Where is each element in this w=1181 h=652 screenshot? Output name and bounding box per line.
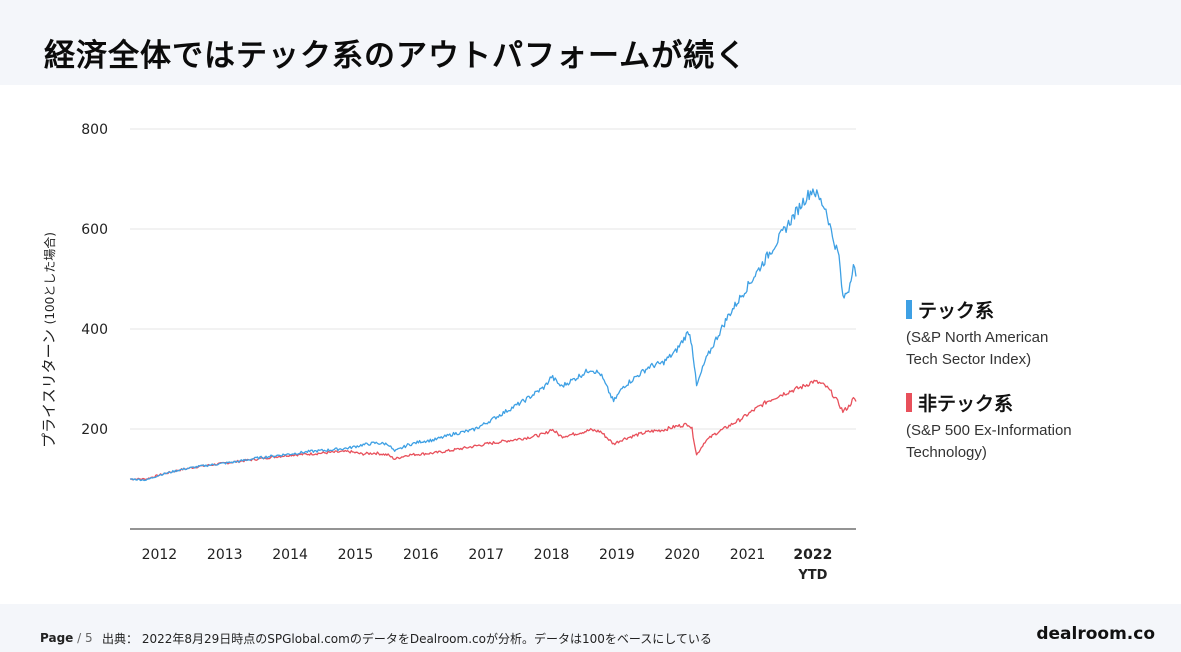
legend-non-tech-desc-2: Technology)	[906, 444, 987, 461]
y-axis-label-note: (100とした場合)	[42, 232, 57, 324]
page-number: 5	[85, 631, 93, 645]
x-tick-label: 2021	[730, 547, 766, 563]
page-title: 経済全体ではテック系のアウトパフォームが続く	[44, 38, 748, 74]
y-axis-label: プライスリターン (100とした場合)	[40, 232, 58, 448]
brand-logo: dealroom.co	[1036, 624, 1155, 644]
legend-tech: テック系 (S&P North American Tech Sector Inde…	[906, 296, 1048, 371]
y-tick-label: 800	[81, 122, 108, 138]
series-lines	[129, 188, 857, 482]
x-tick-label: 2022	[793, 547, 832, 563]
legend-swatch-non-tech	[906, 393, 912, 412]
legend-non-tech-name: 非テック系	[918, 393, 1014, 415]
x-tick-label: 2016	[403, 547, 439, 563]
legend-swatch-tech	[906, 300, 912, 319]
legend-tech-desc-2: Tech Sector Index)	[906, 351, 1032, 368]
page-indicator: Page / 5	[40, 631, 93, 645]
x-tick-label: 2020	[664, 547, 700, 563]
source-note: 出典： 2022年8月29日時点のSPGlobal.comのデータをDealro…	[102, 632, 712, 646]
x-tick-label: 2017	[468, 547, 504, 563]
x-tick-label: 2013	[207, 547, 243, 563]
x-tick-label: 2015	[338, 547, 374, 563]
legend-tech-desc-1: (S&P North American	[906, 329, 1049, 346]
y-tick-label: 200	[81, 422, 108, 438]
x-axis-ticks: 2012 2013 2014 2015 2016 2017 2018 2019 2020 2021…	[142, 547, 833, 583]
series-line-non-tech	[129, 379, 857, 481]
y-axis-label-main: プライスリターン	[40, 329, 58, 448]
footer: Page / 5 出典： 2022年8月29日時点のSPGlobal.comのデ…	[0, 604, 1181, 652]
legend-non-tech: 非テック系 (S&P 500 Ex-Information Technology)	[906, 389, 1072, 464]
series-line-tech	[129, 188, 857, 482]
x-tick-sublabel: YTD	[797, 568, 827, 583]
x-tick-label: 2012	[142, 547, 178, 563]
legend-tech-name: テック系	[918, 300, 995, 322]
x-tick-label: 2014	[272, 547, 308, 563]
legend-non-tech-desc-1: (S&P 500 Ex-Information	[906, 422, 1072, 439]
x-tick-label: 2018	[534, 547, 570, 563]
x-tick-label: 2019	[599, 547, 635, 563]
y-tick-label: 600	[81, 222, 108, 238]
gridlines	[130, 128, 856, 530]
title-bar: 経済全体ではテック系のアウトパフォームが続く	[0, 0, 1181, 85]
y-tick-label: 400	[81, 322, 108, 338]
y-axis-ticks: 200 400 600 800	[81, 122, 108, 438]
